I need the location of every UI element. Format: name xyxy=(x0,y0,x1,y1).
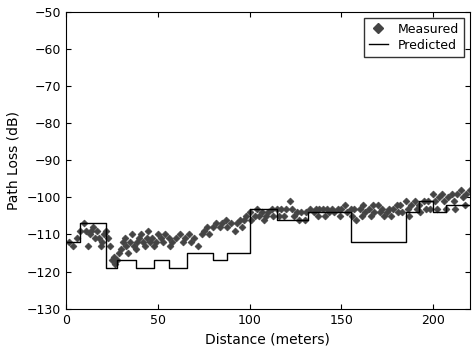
Measured xyxy=(384,210,389,214)
Predicted xyxy=(305,217,310,222)
Line: Measured: Measured xyxy=(67,187,472,267)
Y-axis label: Path Loss (dB): Path Loss (dB) xyxy=(7,111,21,210)
Measured xyxy=(112,262,118,266)
Measured xyxy=(457,188,463,192)
Predicted xyxy=(132,258,138,263)
Predicted xyxy=(442,210,448,214)
Predicted xyxy=(415,199,421,203)
Predicted xyxy=(415,210,421,214)
Predicted xyxy=(429,199,435,203)
Predicted xyxy=(166,258,171,263)
Predicted xyxy=(402,240,408,244)
X-axis label: Distance (meters): Distance (meters) xyxy=(205,332,330,346)
Predicted xyxy=(466,203,472,207)
Predicted xyxy=(114,266,120,270)
Predicted xyxy=(132,266,138,270)
Predicted xyxy=(63,240,69,244)
Predicted xyxy=(151,266,157,270)
Predicted xyxy=(246,251,252,255)
Predicted xyxy=(114,258,120,263)
Predicted xyxy=(166,266,171,270)
Measured xyxy=(160,240,166,244)
Predicted xyxy=(78,240,83,244)
Predicted xyxy=(442,203,448,207)
Predicted xyxy=(103,266,109,270)
Predicted xyxy=(151,258,157,263)
Measured xyxy=(466,188,472,192)
Legend: Measured, Predicted: Measured, Predicted xyxy=(363,18,463,57)
Measured xyxy=(450,199,456,203)
Predicted xyxy=(209,258,215,263)
Predicted xyxy=(78,221,83,226)
Predicted xyxy=(184,251,189,255)
Predicted xyxy=(402,210,408,214)
Measured xyxy=(411,199,417,203)
Predicted xyxy=(305,210,310,214)
Line: Predicted: Predicted xyxy=(66,201,469,268)
Predicted xyxy=(274,207,279,211)
Predicted xyxy=(209,251,215,255)
Measured xyxy=(222,217,228,222)
Predicted xyxy=(429,210,435,214)
Predicted xyxy=(274,217,279,222)
Measured xyxy=(389,207,395,211)
Predicted xyxy=(347,240,353,244)
Predicted xyxy=(224,258,230,263)
Predicted xyxy=(103,221,109,226)
Predicted xyxy=(184,266,189,270)
Predicted xyxy=(224,251,230,255)
Predicted xyxy=(246,207,252,211)
Measured xyxy=(67,240,72,244)
Predicted xyxy=(347,210,353,214)
